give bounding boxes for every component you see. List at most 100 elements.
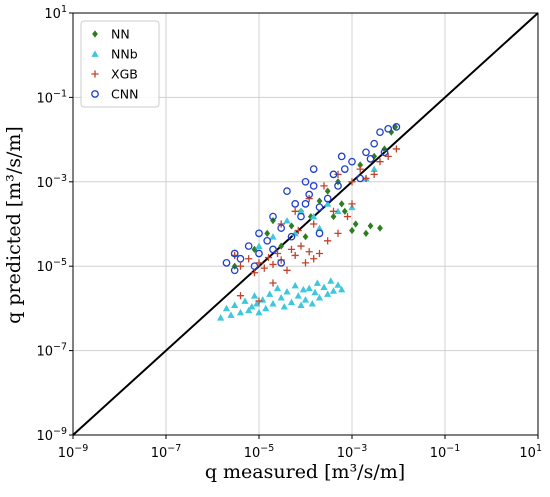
point-nn-10 [324,187,331,195]
x-tick-label-2: 10−5 [244,443,275,461]
point-nnb-31 [324,290,332,297]
point-nnb-22 [297,301,305,308]
point-cnn-19 [348,157,356,166]
point-nn-18 [371,152,378,160]
point-cnn-15 [323,194,332,203]
point-cnn-25 [392,123,401,131]
point-cnn-32 [250,262,259,271]
point-cnn-35 [337,152,346,161]
point-nnb-39 [324,200,332,207]
point-cnn-28 [287,232,296,241]
point-cnn-17 [334,182,342,190]
series-nnb [217,165,378,321]
point-xgb-5 [260,264,268,272]
point-cnn-36 [366,154,375,163]
point-xgb-38 [294,226,302,235]
point-cnn-29 [301,200,310,208]
point-nnb-12 [262,304,270,312]
point-nnb-21 [294,292,302,299]
point-nnb-16 [277,294,285,301]
legend: NN NNb XGB CNN [80,20,160,108]
point-cnn-34 [309,182,318,190]
point-cnn-21 [362,148,370,157]
point-xgb-13 [297,242,305,250]
point-nnb-25 [305,284,313,292]
point-xgb-24 [291,207,299,215]
point-nnb-9 [253,299,261,307]
point-xgb-21 [255,297,263,305]
point-cnn-30 [315,229,324,238]
point-xgb-31 [370,170,378,178]
point-nn-12 [341,207,348,215]
point-cnn-3 [244,242,253,250]
point-xgb-4 [255,259,263,267]
legend-marker-xgb [91,70,99,78]
point-xgb-27 [334,170,342,178]
x-tick-label-0: 10−9 [58,443,89,461]
point-xgb-25 [305,194,313,203]
point-nnb-47 [315,224,324,231]
point-cnn-24 [384,124,393,133]
point-nnb-3 [231,301,239,308]
point-nnb-17 [280,303,288,310]
point-xgb-7 [269,260,277,269]
point-nnb-1 [222,304,231,312]
point-xgb-28 [348,178,356,186]
point-cnn-14 [315,203,324,212]
point-nnb-36 [283,217,291,224]
y-tick-label-4: 10−1 [36,88,67,106]
point-nn-19 [377,224,383,232]
point-cnn-37 [380,148,389,157]
point-cnn-1 [230,249,239,258]
legend-label-cnn: CNN [111,87,138,102]
point-nnb-34 [334,281,342,288]
point-xgb-18 [324,237,332,245]
point-nnb-18 [283,288,291,295]
point-nnb-30 [320,283,328,290]
series-xgb [231,145,400,305]
point-cnn-20 [356,174,365,183]
point-nn-14 [352,220,359,228]
point-nnb-20 [291,281,299,289]
point-cnn-16 [329,170,338,179]
x-tick-label-1: 10−7 [151,443,182,461]
point-nnb-4 [236,308,245,316]
point-nn-13 [349,226,355,235]
point-xgb-1 [236,262,245,270]
point-cnn-7 [277,224,286,232]
point-nnb-0 [217,314,225,321]
point-cnn-6 [269,212,277,221]
point-nn-7 [302,233,309,241]
point-nn-9 [316,197,323,205]
point-nnb-38 [310,212,318,220]
point-nnb-10 [255,308,263,316]
point-nnb-8 [250,292,259,299]
point-cnn-27 [269,245,277,254]
point-nnb-35 [338,285,346,293]
point-nnb-11 [259,296,267,303]
point-nn-15 [357,161,364,169]
point-nnb-6 [245,306,253,314]
point-cnn-4 [255,249,263,258]
point-cnn-13 [309,165,318,173]
point-cnn-12 [305,190,314,199]
point-cnn-10 [297,212,305,221]
point-xgb-6 [264,253,273,262]
point-cnn-18 [340,165,349,173]
point-xgb-39 [329,207,338,215]
point-xgb-37 [310,220,318,228]
point-nnb-27 [311,288,319,296]
point-xgb-17 [315,249,324,258]
x-tick-label-4: 10−1 [430,443,461,461]
legend-marker-cnn [91,90,99,98]
point-nn-21 [388,128,395,136]
point-nnb-24 [301,296,310,303]
series-cnn [222,123,401,275]
y-tick-label-0: 10−9 [36,426,67,444]
y-tick-label-1: 10−7 [36,342,67,360]
legend-marker-nnb [91,50,99,57]
point-xgb-10 [283,266,291,274]
point-nnb-26 [308,299,316,307]
point-nnb-44 [269,233,277,240]
